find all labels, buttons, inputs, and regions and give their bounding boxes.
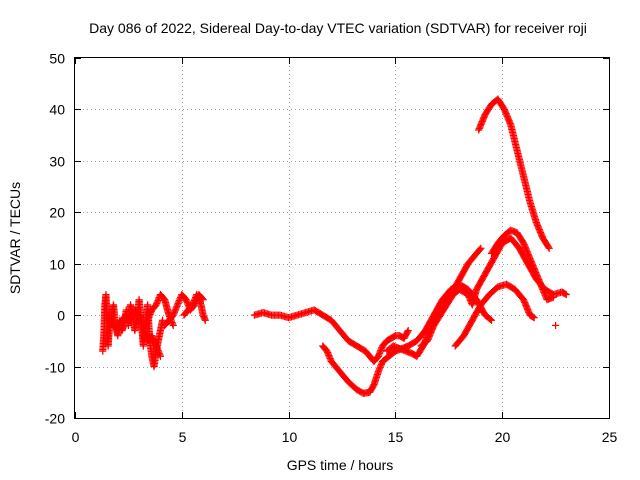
data-point [158,316,167,324]
data-point [156,352,165,360]
y-tick-label: 20 [49,205,65,221]
x-tick-label: 10 [282,429,298,445]
series-track-12 [487,226,558,304]
x-tick-label: 5 [179,429,187,445]
tick-layer: 0 5 10 15 20 25 -20 -10 0 10 20 30 40 50 [45,51,618,446]
y-tick-label: 50 [49,51,65,67]
data-point [530,314,538,322]
y-tick-label: -20 [45,411,65,427]
x-tick-label: 0 [72,429,80,445]
y-tick-label: 30 [49,154,65,170]
series-track-7 [319,280,496,397]
data-point [499,104,508,112]
series-track-11 [475,95,553,252]
y-tick-label: -10 [45,360,65,376]
series-outlier [551,321,560,330]
plot-frame [74,57,610,419]
x-tick-label: 15 [388,429,404,445]
series-track-2 [105,306,165,360]
data-point [529,313,537,321]
data-point [476,245,484,253]
data-point [544,243,552,251]
y-tick-label: 10 [49,257,65,273]
data-point [551,321,560,330]
grid-layer [75,58,609,418]
x-axis-label: GPS time / hours [287,457,394,473]
data-point [519,238,527,246]
data-point [201,316,209,324]
data-point [403,328,412,336]
data-point [169,321,177,330]
y-tick-label: 40 [49,102,65,118]
series-track-5 [180,290,209,324]
data-point [487,316,496,324]
x-tick-label: 25 [602,429,618,445]
data-point [477,244,485,252]
series-track-6 [250,306,412,366]
data-point [369,382,377,390]
chart-title: Day 086 of 2022, Sidereal Day-to-day VTE… [89,20,587,36]
data-point [545,244,553,252]
data-marks [99,95,570,397]
series-track-9 [417,234,570,350]
data-point [404,326,412,335]
x-tick-label: 20 [495,429,511,445]
data-point [549,293,558,301]
series-track-10 [451,280,538,350]
data-point [561,290,569,298]
y-tick-label: 0 [57,308,65,324]
data-point [562,290,570,299]
data-point [486,315,495,324]
y-axis-label: SDTVAR / TECUs [7,182,23,294]
